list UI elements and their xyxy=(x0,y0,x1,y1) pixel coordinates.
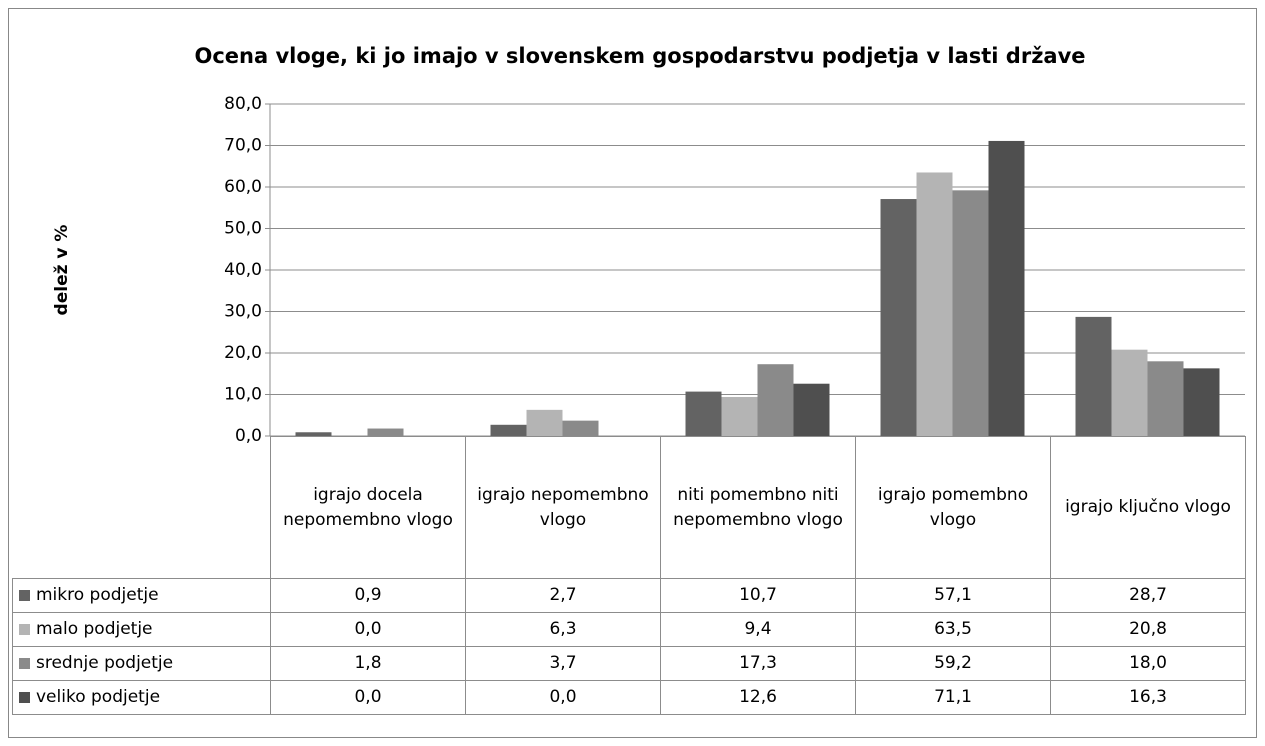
table-value: 17,3 xyxy=(660,646,856,681)
legend-entry: srednje podjetje xyxy=(12,646,271,681)
table-value: 3,7 xyxy=(465,646,661,681)
y-tick-label: 20,0 xyxy=(224,343,262,363)
table-value: 16,3 xyxy=(1050,680,1246,715)
table-value: 28,7 xyxy=(1050,578,1246,613)
category-label: igrajo ključno vlogo xyxy=(1050,436,1246,579)
bar xyxy=(1075,316,1112,436)
table-value: 12,6 xyxy=(660,680,856,715)
y-tick-label: 70,0 xyxy=(224,136,262,156)
legend-label: veliko podjetje xyxy=(36,687,161,707)
bar xyxy=(526,409,563,436)
legend-swatch xyxy=(19,590,30,601)
y-tick-label: 40,0 xyxy=(224,260,262,280)
table-value: 0,0 xyxy=(465,680,661,715)
legend-swatch xyxy=(19,692,30,703)
table-value: 10,7 xyxy=(660,578,856,613)
category-label: niti pomembno niti nepomembno vlogo xyxy=(660,436,856,579)
table-value: 1,8 xyxy=(270,646,466,681)
category-label: igrajo nepomembno vlogo xyxy=(465,436,661,579)
table-value: 57,1 xyxy=(855,578,1051,613)
legend-label: malo podjetje xyxy=(36,619,153,639)
chart-title: Ocena vloge, ki jo imajo v slovenskem go… xyxy=(194,44,1085,68)
table-value: 6,3 xyxy=(465,612,661,647)
y-tick-label: 0,0 xyxy=(235,426,262,446)
legend-entry: malo podjetje xyxy=(12,612,271,647)
table-value: 2,7 xyxy=(465,578,661,613)
legend-entry: mikro podjetje xyxy=(12,578,271,613)
bar xyxy=(1111,349,1148,436)
table-value: 9,4 xyxy=(660,612,856,647)
bar xyxy=(367,428,404,436)
table-value: 71,1 xyxy=(855,680,1051,715)
table-value: 0,9 xyxy=(270,578,466,613)
table-value: 18,0 xyxy=(1050,646,1246,681)
category-label: igrajo pomembno vlogo xyxy=(855,436,1051,579)
bar xyxy=(721,396,758,436)
legend-swatch xyxy=(19,658,30,669)
y-axis-label: delež v % xyxy=(52,225,72,316)
y-tick-label: 80,0 xyxy=(224,94,262,114)
y-tick-label: 10,0 xyxy=(224,385,262,405)
bar xyxy=(793,383,830,436)
table-value: 20,8 xyxy=(1050,612,1246,647)
table-value: 0,0 xyxy=(270,680,466,715)
bar xyxy=(490,424,527,436)
bar xyxy=(916,172,953,436)
bar xyxy=(988,140,1025,436)
category-label: igrajo docela nepomembno vlogo xyxy=(270,436,466,579)
y-tick-label: 60,0 xyxy=(224,177,262,197)
chart-border xyxy=(8,8,1257,738)
y-tick-label: 30,0 xyxy=(224,302,262,322)
table-value: 59,2 xyxy=(855,646,1051,681)
legend-label: srednje podjetje xyxy=(36,653,174,673)
legend-entry: veliko podjetje xyxy=(12,680,271,715)
bar xyxy=(1183,368,1220,436)
legend-swatch xyxy=(19,624,30,635)
bar xyxy=(562,420,599,436)
bar xyxy=(757,364,794,436)
bar xyxy=(952,190,989,436)
bar xyxy=(295,432,332,436)
table-value: 0,0 xyxy=(270,612,466,647)
table-value: 63,5 xyxy=(855,612,1051,647)
bar xyxy=(1147,361,1184,436)
y-tick-label: 50,0 xyxy=(224,219,262,239)
bar xyxy=(880,199,917,436)
legend-label: mikro podjetje xyxy=(36,585,159,605)
bar xyxy=(685,391,722,436)
